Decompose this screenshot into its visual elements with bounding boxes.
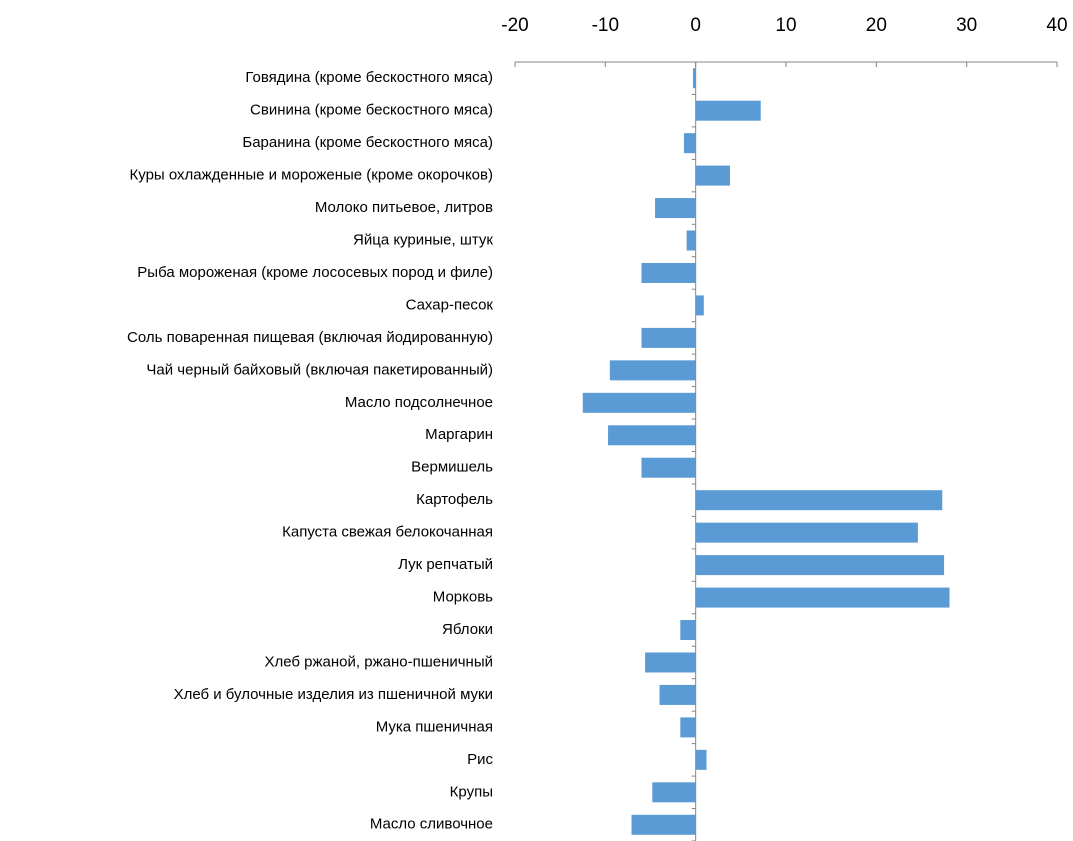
y-tick-label: Морковь [433,589,493,606]
x-tick-label: 20 [866,15,887,36]
y-tick-label: Баранина (кроме бескостного мяса) [242,134,493,151]
y-tick-label: Лук репчатый [398,556,493,573]
y-tick-label: Соль поваренная пищевая (включая йодиров… [127,329,493,346]
bar [695,749,707,770]
bar [608,425,696,446]
y-tick-label: Говядина (кроме бескостного мяса) [245,69,493,86]
bar [652,782,696,803]
y-tick-label: Молоко питьевое, литров [315,199,493,216]
bar [695,522,918,543]
y-tick-label: Маргарин [425,426,493,443]
y-tick-label: Чай черный байховый (включая пакетирован… [146,361,493,378]
y-tick-label: Крупы [450,783,493,800]
y-tick-label: Масло сливочное [370,816,493,833]
bar [695,555,945,576]
bar [695,295,704,316]
bar [683,133,696,154]
y-tick-label: Куры охлажденные и мороженые (кроме окор… [130,167,493,184]
bar [686,230,696,251]
bar [641,457,696,478]
x-tick-label: -20 [501,15,528,36]
bar [695,165,730,186]
y-tick-label: Яйца куриные, штук [353,231,493,248]
bar [645,652,696,673]
y-tick-label: Хлеб ржаной, ржано-пшеничный [264,653,493,670]
bar [692,68,696,89]
x-tick-label: 10 [775,15,796,36]
bar [641,262,696,283]
bar [680,620,696,641]
y-tick-label: Сахар-песок [406,296,494,313]
y-tick-label: Рис [467,751,493,768]
bar [641,327,696,348]
x-tick-label: 0 [690,15,701,36]
y-tick-label: Мука пшеничная [376,718,493,735]
bar [582,392,696,413]
y-tick-label: Свинина (кроме бескостного мяса) [250,102,493,119]
y-tick-label: Вермишель [411,459,493,476]
x-tick-label: -10 [592,15,619,36]
y-tick-label: Хлеб и булочные изделия из пшеничной мук… [174,686,493,703]
bar [655,198,696,219]
bar [695,490,943,511]
bar [695,587,950,608]
x-tick-label: 30 [956,15,977,36]
x-tick-label: 40 [1046,15,1067,36]
bar [695,100,761,121]
y-tick-label: Рыба мороженая (кроме лососевых пород и … [137,264,493,281]
y-tick-label: Капуста свежая белокочанная [282,524,493,541]
y-tick-label: Картофель [416,491,493,508]
y-tick-label: Масло подсолнечное [345,394,493,411]
bar [609,360,696,381]
bar [680,717,696,738]
bar [631,814,696,835]
bar [659,684,696,705]
y-tick-label: Яблоки [442,621,493,638]
